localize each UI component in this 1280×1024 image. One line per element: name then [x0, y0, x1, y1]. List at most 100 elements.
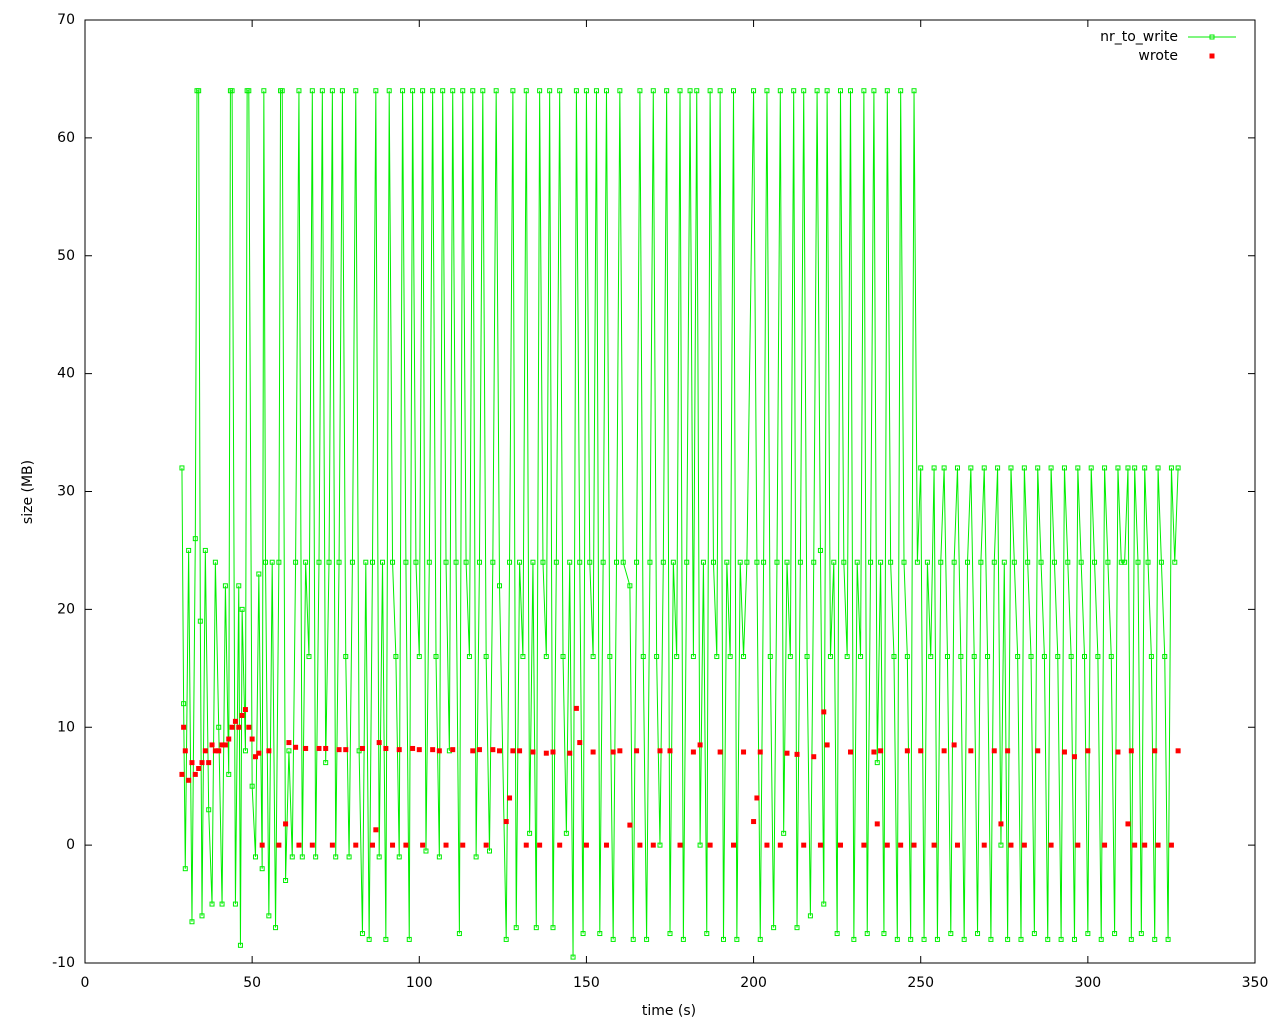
data-point — [610, 749, 616, 755]
data-point — [603, 842, 609, 848]
data-point — [1115, 749, 1121, 755]
data-point — [1095, 654, 1101, 660]
data-point — [1065, 559, 1071, 565]
data-point — [580, 931, 586, 937]
data-point — [426, 559, 432, 565]
data-point — [858, 654, 864, 660]
data-point — [236, 583, 242, 589]
data-point — [1008, 465, 1014, 471]
data-point — [710, 559, 716, 565]
data-point — [563, 830, 569, 836]
data-point — [968, 465, 974, 471]
data-point — [694, 88, 700, 94]
data-point — [520, 654, 526, 660]
data-point — [553, 559, 559, 565]
data-point — [1148, 654, 1154, 660]
data-point — [617, 748, 623, 754]
y-tick-label: 60 — [57, 130, 75, 146]
data-point — [737, 559, 743, 565]
data-point — [573, 705, 579, 711]
data-point — [1098, 936, 1104, 942]
x-tick-label: 0 — [81, 975, 90, 991]
data-point — [430, 88, 436, 94]
y-tick-label: 0 — [66, 837, 75, 853]
data-point — [353, 88, 359, 94]
data-point — [296, 88, 302, 94]
data-point — [697, 742, 703, 748]
data-point — [339, 88, 345, 94]
data-point — [674, 654, 680, 660]
data-point — [212, 559, 218, 565]
data-point — [1061, 749, 1067, 755]
data-point — [814, 88, 820, 94]
data-point — [898, 842, 904, 848]
y-tick-label: 30 — [57, 484, 75, 500]
data-point — [944, 654, 950, 660]
data-point — [784, 750, 790, 756]
data-point — [543, 750, 549, 756]
data-point — [567, 750, 573, 756]
data-point — [1011, 559, 1017, 565]
data-point — [1068, 654, 1074, 660]
data-point — [677, 88, 683, 94]
data-point — [199, 913, 205, 919]
data-point — [797, 559, 803, 565]
data-point — [537, 88, 543, 94]
data-point — [1155, 465, 1161, 471]
data-point — [246, 88, 252, 94]
data-point — [400, 88, 406, 94]
data-point — [991, 559, 997, 565]
data-point — [316, 745, 322, 751]
data-point — [293, 744, 299, 750]
data-point — [583, 88, 589, 94]
data-point — [1132, 842, 1138, 848]
data-point — [610, 936, 616, 942]
data-point — [1115, 465, 1121, 471]
data-point — [851, 936, 857, 942]
data-point — [627, 822, 633, 828]
data-point — [1031, 931, 1037, 937]
data-point — [764, 88, 770, 94]
data-point — [971, 654, 977, 660]
data-point — [1128, 936, 1134, 942]
data-point — [573, 88, 579, 94]
data-point — [420, 88, 426, 94]
data-point — [376, 740, 382, 746]
data-point — [1142, 842, 1148, 848]
data-point — [460, 88, 466, 94]
data-point — [476, 747, 482, 753]
data-point — [904, 748, 910, 754]
data-point — [1168, 842, 1174, 848]
data-point — [517, 748, 523, 754]
data-point — [1165, 936, 1171, 942]
data-point — [1128, 748, 1134, 754]
data-point — [985, 654, 991, 660]
data-point — [744, 559, 750, 565]
data-point — [741, 749, 747, 755]
data-point — [326, 559, 332, 565]
data-point — [1102, 465, 1108, 471]
data-point — [523, 88, 529, 94]
data-point — [476, 559, 482, 565]
data-point — [871, 749, 877, 755]
y-tick-label: 50 — [57, 248, 75, 264]
data-point — [196, 88, 202, 94]
data-point — [854, 559, 860, 565]
data-point — [667, 748, 673, 754]
data-point — [727, 654, 733, 660]
data-point — [182, 748, 188, 754]
data-point — [593, 88, 599, 94]
data-point — [483, 842, 489, 848]
data-point — [764, 842, 770, 848]
data-point — [189, 760, 195, 766]
data-point — [403, 559, 409, 565]
data-point — [824, 742, 830, 748]
data-point — [898, 88, 904, 94]
y-tick-label: 10 — [57, 719, 75, 735]
data-point — [918, 748, 924, 754]
data-point — [269, 559, 275, 565]
data-point — [232, 901, 238, 907]
data-point — [299, 854, 305, 860]
data-point — [329, 842, 335, 848]
